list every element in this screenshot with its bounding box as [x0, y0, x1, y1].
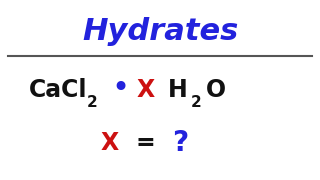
Text: O: O: [205, 78, 226, 102]
Text: •: •: [111, 74, 129, 103]
Text: ?: ?: [172, 129, 189, 157]
Text: X: X: [137, 78, 155, 102]
Text: CaCl: CaCl: [29, 78, 88, 102]
Text: =: =: [136, 131, 156, 155]
Text: H: H: [168, 78, 187, 102]
Text: X: X: [100, 131, 118, 155]
Text: Hydrates: Hydrates: [82, 17, 238, 46]
Text: 2: 2: [190, 95, 201, 110]
Text: 2: 2: [87, 95, 98, 110]
